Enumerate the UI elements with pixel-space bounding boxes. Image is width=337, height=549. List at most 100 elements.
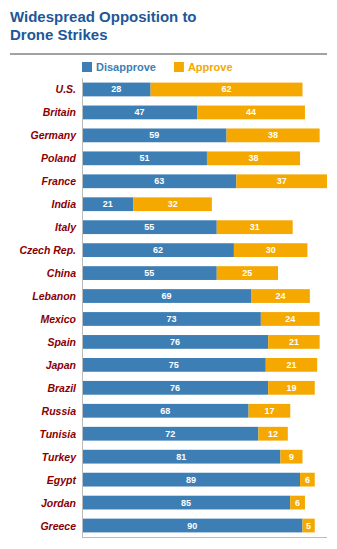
category-label: Lebanon bbox=[32, 290, 76, 302]
bar bbox=[82, 266, 217, 280]
bar bbox=[82, 427, 258, 441]
data-label: 62 bbox=[222, 84, 232, 94]
category-label: Jordan bbox=[41, 497, 76, 509]
bar bbox=[133, 197, 211, 211]
data-label: 55 bbox=[144, 222, 154, 232]
title: Widespread Opposition toDrone Strikes bbox=[10, 8, 197, 43]
bar bbox=[82, 174, 236, 188]
category-label: Czech Rep. bbox=[19, 244, 76, 256]
data-label: 21 bbox=[103, 199, 113, 209]
bar bbox=[217, 266, 278, 280]
category-label: U.S. bbox=[56, 83, 77, 95]
data-label: 69 bbox=[162, 291, 172, 301]
data-label: 37 bbox=[277, 176, 287, 186]
bar bbox=[217, 220, 293, 234]
bar bbox=[82, 381, 268, 395]
bar bbox=[249, 404, 291, 418]
bar bbox=[290, 496, 305, 510]
data-label: 28 bbox=[111, 84, 121, 94]
data-label: 68 bbox=[160, 406, 170, 416]
y-axis-line bbox=[82, 78, 83, 537]
bar bbox=[280, 450, 302, 464]
bar bbox=[261, 312, 320, 326]
category-label: Egypt bbox=[47, 474, 77, 486]
category-label: Brazil bbox=[47, 382, 77, 394]
data-label: 17 bbox=[264, 406, 274, 416]
bar bbox=[151, 83, 303, 97]
data-label: 89 bbox=[186, 475, 196, 485]
data-label: 32 bbox=[168, 199, 178, 209]
category-label: Spain bbox=[47, 336, 76, 348]
bar bbox=[82, 128, 227, 142]
legend-swatch bbox=[174, 62, 184, 72]
category-label: Greece bbox=[40, 520, 76, 532]
bar bbox=[236, 174, 327, 188]
data-label: 63 bbox=[154, 176, 164, 186]
data-label: 6 bbox=[305, 475, 310, 485]
data-label: 31 bbox=[250, 222, 260, 232]
data-label: 21 bbox=[289, 337, 299, 347]
bar bbox=[207, 151, 300, 165]
data-label: 24 bbox=[285, 314, 295, 324]
category-label: Turkey bbox=[42, 451, 77, 463]
legend-label: Disapprove bbox=[96, 61, 156, 73]
data-label: 55 bbox=[144, 268, 154, 278]
category-label: Italy bbox=[55, 221, 77, 233]
data-label: 59 bbox=[149, 130, 159, 140]
category-label: France bbox=[42, 175, 77, 187]
category-label: Britain bbox=[43, 106, 76, 118]
bar bbox=[82, 151, 207, 165]
data-label: 85 bbox=[181, 498, 191, 508]
bar bbox=[82, 106, 197, 120]
x-axis-line bbox=[82, 537, 327, 538]
bar bbox=[234, 243, 308, 257]
bar bbox=[82, 519, 303, 533]
data-label: 9 bbox=[289, 452, 294, 462]
category-label: Tunisia bbox=[39, 428, 76, 440]
bar bbox=[82, 197, 133, 211]
bar bbox=[258, 427, 287, 441]
bar bbox=[266, 358, 317, 372]
bar bbox=[82, 450, 280, 464]
bar bbox=[268, 381, 315, 395]
bar bbox=[82, 496, 290, 510]
data-label: 76 bbox=[170, 337, 180, 347]
data-label: 12 bbox=[268, 429, 278, 439]
bar bbox=[82, 289, 251, 303]
bar bbox=[251, 289, 310, 303]
legend-swatch bbox=[82, 62, 92, 72]
category-label: China bbox=[47, 267, 76, 279]
category-label: Poland bbox=[41, 152, 77, 164]
bar bbox=[82, 83, 151, 97]
category-label: India bbox=[51, 198, 76, 210]
bar bbox=[82, 312, 261, 326]
data-label: 19 bbox=[286, 383, 296, 393]
category-label: Russia bbox=[42, 405, 77, 417]
category-label: Germany bbox=[30, 129, 77, 141]
data-label: 44 bbox=[246, 107, 256, 117]
legend-item: Disapprove bbox=[82, 61, 156, 73]
data-label: 62 bbox=[153, 245, 163, 255]
data-label: 81 bbox=[176, 452, 186, 462]
data-label: 38 bbox=[248, 153, 258, 163]
data-label: 47 bbox=[135, 107, 145, 117]
bar bbox=[82, 358, 266, 372]
data-label: 21 bbox=[286, 360, 296, 370]
bar bbox=[82, 335, 268, 349]
bar bbox=[197, 106, 305, 120]
data-label: 30 bbox=[266, 245, 276, 255]
category-label: Mexico bbox=[40, 313, 76, 325]
bar bbox=[303, 519, 315, 533]
bar bbox=[300, 473, 315, 487]
data-label: 73 bbox=[166, 314, 176, 324]
chart: Widespread Opposition toDrone Strikes Dis… bbox=[0, 0, 337, 549]
bars bbox=[82, 83, 327, 533]
data-label: 51 bbox=[139, 153, 149, 163]
labels: 2862474459385138633721325531623055256924… bbox=[103, 84, 311, 530]
data-label: 72 bbox=[165, 429, 175, 439]
bar bbox=[227, 128, 320, 142]
bar bbox=[82, 243, 234, 257]
data-label: 5 bbox=[306, 521, 311, 531]
legend-item: Approve bbox=[174, 61, 233, 73]
data-label: 90 bbox=[187, 521, 197, 531]
